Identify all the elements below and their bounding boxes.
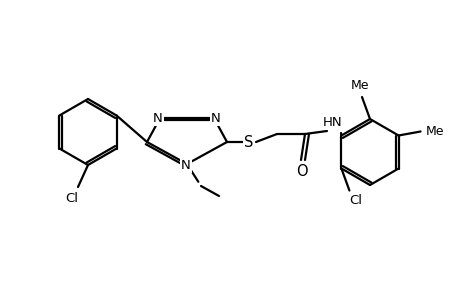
Text: Cl: Cl — [65, 191, 78, 205]
Text: O: O — [296, 164, 307, 178]
Text: S: S — [244, 134, 253, 149]
Text: N: N — [211, 112, 220, 124]
Text: HN: HN — [323, 116, 342, 128]
Text: N: N — [153, 112, 162, 124]
Text: Me: Me — [350, 79, 369, 92]
Text: N: N — [181, 158, 190, 172]
Text: Me: Me — [425, 125, 443, 138]
Text: Cl: Cl — [348, 194, 361, 207]
